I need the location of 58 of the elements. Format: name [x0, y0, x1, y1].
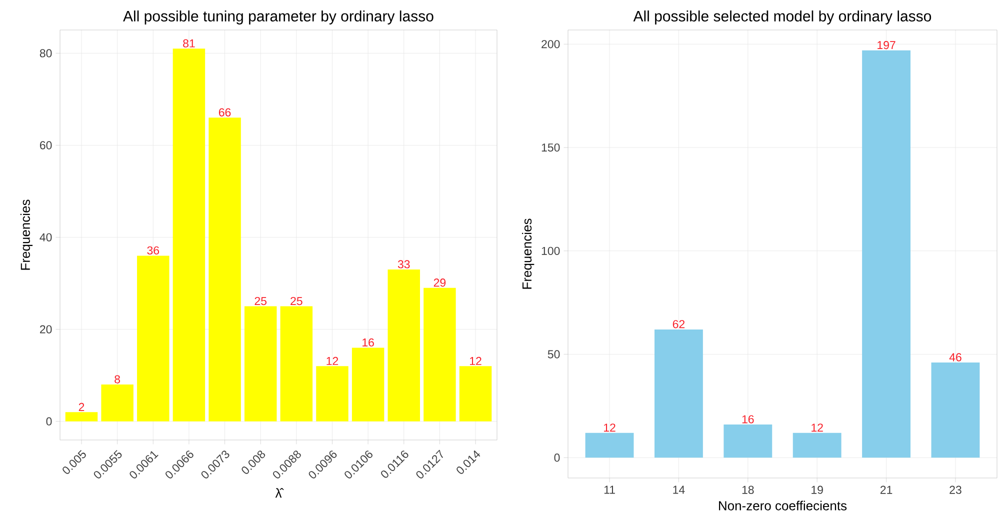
data-label: 8: [114, 375, 120, 384]
data-label: 25: [254, 296, 267, 306]
bar: [101, 384, 134, 422]
x-tick-label: 11: [604, 486, 615, 494]
bar: [862, 50, 911, 458]
y-tick-label: 20: [40, 325, 52, 334]
y-axis-title: Frequencies: [20, 200, 33, 270]
bar: [724, 424, 772, 458]
y-tick-label: 100: [542, 246, 560, 255]
data-label: 33: [398, 260, 410, 268]
data-label: 12: [470, 356, 482, 365]
x-tick-label: 14: [673, 486, 685, 494]
chart-title: All possible selected model by ordinary lasso: [633, 10, 932, 24]
data-label: 81: [183, 39, 195, 48]
data-label: 66: [218, 108, 231, 116]
data-label: 25: [290, 296, 302, 306]
x-tick-label: 23: [950, 486, 962, 494]
bar: [424, 288, 456, 422]
bar: [316, 366, 348, 422]
data-label: 46: [949, 353, 962, 362]
bar: [459, 366, 492, 422]
x-tick-label: 18: [742, 486, 754, 494]
x-axis-title: λ̂: [275, 488, 284, 498]
bar: [585, 432, 634, 458]
y-tick-label: 50: [548, 350, 560, 358]
bar: [65, 412, 98, 422]
y-tick-label: 40: [40, 233, 52, 242]
data-label: 2: [78, 402, 84, 411]
data-label: 12: [604, 424, 616, 432]
bar: [654, 329, 703, 458]
data-label: 62: [672, 320, 685, 328]
x-axis-title: Non-zero coeffiecients: [719, 500, 847, 510]
data-label: 29: [434, 278, 446, 287]
data-label: 16: [742, 415, 754, 424]
bar: [244, 306, 277, 422]
y-tick-label: 200: [542, 40, 560, 48]
y-tick-label: 80: [40, 49, 52, 58]
bar: [352, 348, 384, 422]
y-axis-title: Frequencies: [522, 218, 534, 289]
bar: [792, 432, 842, 458]
y-tick-label: 60: [40, 141, 52, 150]
x-tick-label: 19: [812, 486, 823, 494]
data-label: 16: [362, 338, 374, 347]
x-tick-label: 21: [880, 486, 892, 494]
bar: [388, 269, 420, 422]
data-label: 12: [326, 356, 338, 365]
bar: [172, 48, 206, 422]
bar: [208, 118, 241, 422]
y-tick-label: 150: [542, 143, 560, 152]
bar: [137, 256, 170, 422]
data-label: 197: [878, 41, 896, 50]
data-label: 12: [812, 424, 823, 432]
bar: [280, 306, 313, 422]
bar: [931, 362, 980, 458]
data-label: 36: [147, 246, 160, 254]
y-tick-label: 0: [554, 454, 560, 462]
y-tick-label: 0: [46, 417, 52, 426]
chart-title: All possible tuning parameter by ordinary lasso: [123, 10, 434, 24]
